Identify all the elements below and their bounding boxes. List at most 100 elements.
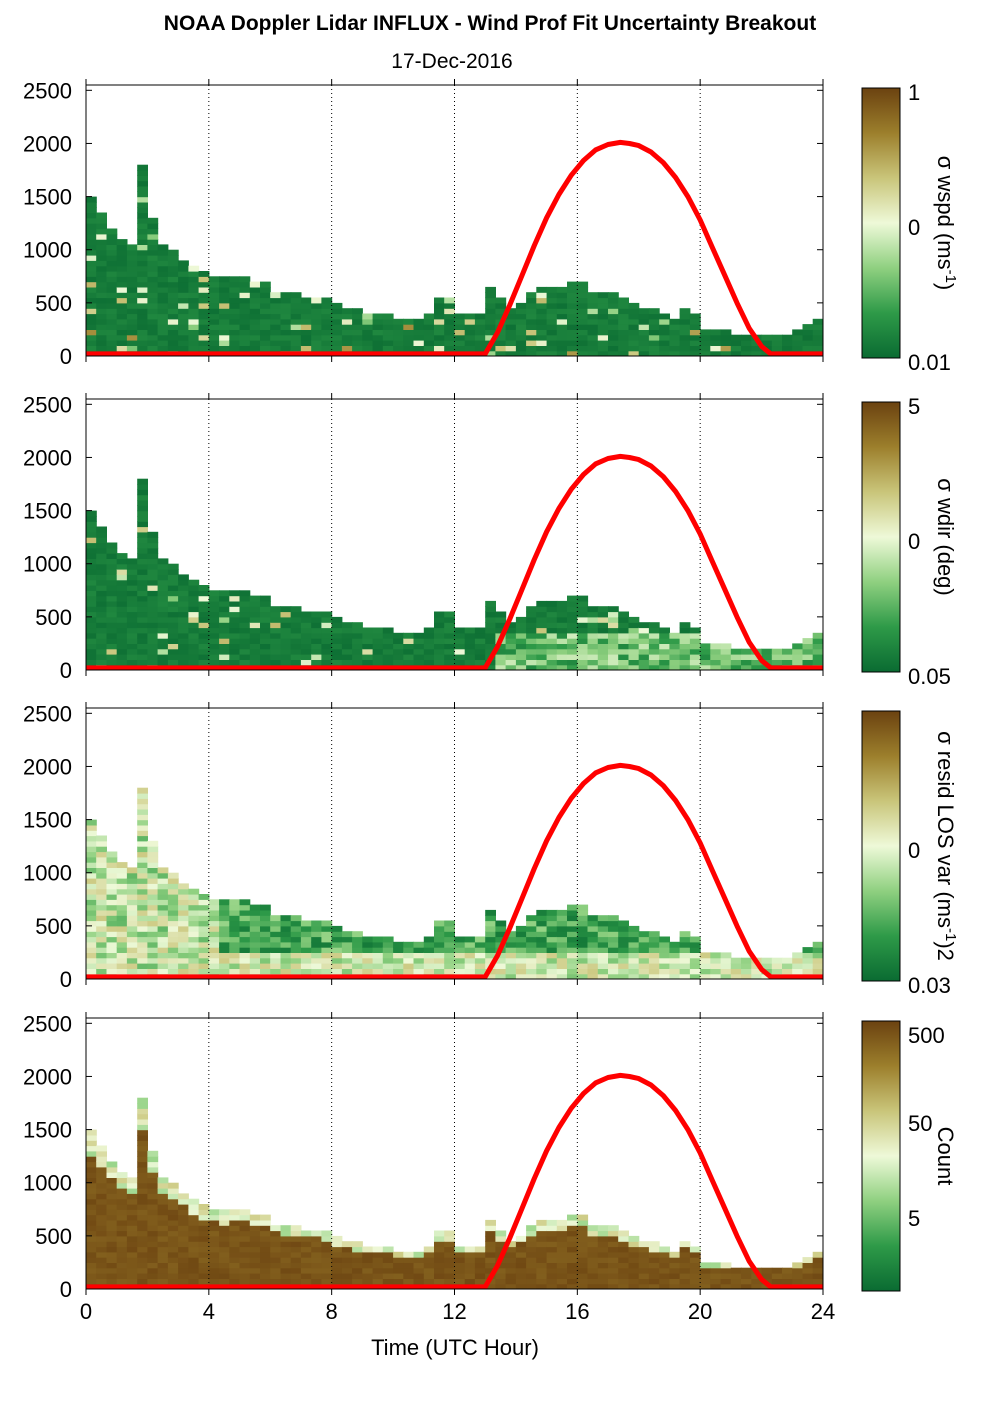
heatmap-cell xyxy=(556,286,568,293)
heatmap-cell xyxy=(208,638,220,644)
heatmap-cell xyxy=(587,318,599,325)
heatmap-cell xyxy=(526,1262,537,1269)
heatmap-cell xyxy=(403,340,415,346)
heatmap-cell xyxy=(628,1241,640,1248)
heatmap-cell xyxy=(526,627,537,634)
heatmap-cell xyxy=(147,1273,159,1279)
heatmap-cell xyxy=(628,1251,640,1258)
heatmap-cell xyxy=(495,1230,507,1237)
heatmap-cell xyxy=(86,1230,97,1237)
heatmap-cell xyxy=(198,638,210,644)
heatmap-cell xyxy=(188,345,200,352)
heatmap-cell xyxy=(536,600,548,607)
heatmap-cell xyxy=(167,648,179,655)
heatmap-cell xyxy=(239,1225,251,1232)
heatmap-cell xyxy=(444,627,455,634)
heatmap-cell xyxy=(608,648,619,655)
heatmap-cell xyxy=(229,915,241,922)
heatmap-cell xyxy=(536,947,548,953)
heatmap-cell xyxy=(137,1219,148,1226)
heatmap-cell xyxy=(208,643,220,650)
heatmap-cell xyxy=(178,952,189,959)
heatmap-cell xyxy=(126,329,138,336)
heatmap-cell xyxy=(608,302,619,309)
heatmap-cell xyxy=(720,340,732,346)
heatmap-cell xyxy=(577,302,589,309)
heatmap-cell xyxy=(567,313,578,320)
heatmap-cell xyxy=(157,878,169,884)
heatmap-cell xyxy=(208,1251,220,1258)
heatmap-cell xyxy=(208,968,220,975)
heatmap-cell xyxy=(137,915,148,922)
heatmap-cell xyxy=(577,606,589,613)
heatmap-cell xyxy=(260,963,271,969)
heatmap-cell xyxy=(321,920,333,927)
heatmap-cell xyxy=(239,627,251,634)
heatmap-cell xyxy=(577,1235,589,1242)
heatmap-cell xyxy=(290,952,302,959)
heatmap-cell xyxy=(229,1273,241,1279)
heatmap-cell xyxy=(157,281,169,288)
heatmap-cell xyxy=(587,627,599,634)
heatmap-cell xyxy=(362,1278,374,1285)
heatmap-cell xyxy=(546,957,558,964)
heatmap-cell xyxy=(812,345,823,352)
heatmap-cell xyxy=(608,1246,619,1253)
heatmap-cell xyxy=(689,638,701,644)
heatmap-cell xyxy=(618,1262,629,1269)
heatmap-cell xyxy=(628,1235,640,1242)
heatmap-cell xyxy=(485,638,496,644)
heatmap-cell xyxy=(608,627,619,634)
heatmap-cell xyxy=(116,255,128,261)
heatmap-cell xyxy=(126,957,138,964)
heatmap-cell xyxy=(515,925,527,932)
heatmap-cell xyxy=(290,968,302,975)
heatmap-cell xyxy=(597,1267,609,1274)
heatmap-cell xyxy=(597,632,609,639)
heatmap-cell xyxy=(188,1267,200,1274)
heatmap-cell xyxy=(321,1235,333,1242)
heatmap-cell xyxy=(219,1219,230,1226)
heatmap-cell xyxy=(505,947,517,953)
heatmap-cell xyxy=(106,1204,118,1210)
heatmap-cell xyxy=(167,297,179,304)
heatmap-cell xyxy=(689,1278,701,1285)
heatmap-cell xyxy=(229,600,241,607)
heatmap-cell xyxy=(229,286,241,293)
heatmap-cell xyxy=(96,302,107,309)
heatmap-cell xyxy=(167,340,179,346)
heatmap-cell xyxy=(526,931,537,938)
heatmap-cell xyxy=(260,659,271,666)
heatmap-cell xyxy=(300,957,312,964)
heatmap-cell xyxy=(239,600,251,607)
heatmap-cell xyxy=(239,297,251,304)
heatmap-cell xyxy=(597,936,609,943)
heatmap-cell xyxy=(137,851,148,858)
heatmap-cell xyxy=(331,941,343,948)
heatmap-cell xyxy=(495,659,507,666)
heatmap-cell xyxy=(249,1230,261,1237)
heatmap-cell xyxy=(382,643,394,650)
heatmap-cell xyxy=(689,340,701,346)
heatmap-cell xyxy=(137,1150,148,1157)
heatmap-cell xyxy=(188,643,200,650)
heatmap-cell xyxy=(556,308,568,315)
heatmap-cell xyxy=(679,329,691,336)
heatmap-cell xyxy=(86,318,97,325)
heatmap-cell xyxy=(126,899,138,906)
heatmap-cell xyxy=(290,297,302,304)
heatmap-cell xyxy=(96,638,107,644)
heatmap-cell xyxy=(229,340,241,346)
heatmap-cell xyxy=(198,1241,210,1248)
heatmap-cell xyxy=(700,1273,711,1279)
heatmap-cell xyxy=(290,654,302,660)
heatmap-cell xyxy=(331,1262,343,1269)
heatmap-cell xyxy=(454,968,466,975)
heatmap-cell xyxy=(280,334,292,341)
heatmap-cell xyxy=(116,308,128,315)
heatmap-cell xyxy=(556,1251,568,1258)
heatmap-cell xyxy=(679,643,691,650)
heatmap-cell xyxy=(587,334,599,341)
heatmap-cell xyxy=(577,904,589,911)
heatmap-cell xyxy=(157,1225,169,1232)
